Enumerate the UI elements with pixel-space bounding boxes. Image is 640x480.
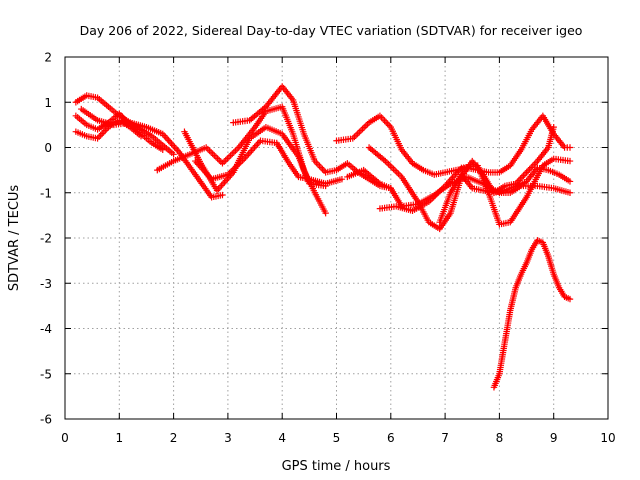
data-point	[219, 191, 226, 199]
y-tick-label: 1	[44, 96, 52, 110]
data-point	[566, 144, 574, 151]
y-tick-label: -2	[40, 232, 52, 246]
series-track-12	[376, 155, 574, 228]
data-point	[390, 165, 397, 173]
data-point	[338, 175, 346, 183]
data-point	[550, 123, 557, 131]
data-point	[566, 157, 574, 165]
data-point	[227, 152, 234, 159]
data-point	[204, 145, 212, 153]
data-point	[521, 170, 529, 178]
x-axis-title: GPS time / hours	[282, 459, 391, 474]
data-point	[520, 172, 527, 179]
data-point	[212, 153, 220, 161]
y-axis-title: SDTVAR / TECUs	[7, 185, 22, 292]
grid	[65, 57, 608, 419]
data-point	[387, 162, 394, 170]
x-tick-label: 5	[333, 431, 341, 445]
x-tick-label: 6	[387, 431, 395, 445]
data-point	[566, 189, 574, 196]
series-track-11	[365, 144, 574, 233]
x-tick-label: 9	[550, 431, 558, 445]
series-track-4	[78, 105, 226, 201]
data-point	[222, 156, 229, 164]
x-tick-label: 2	[170, 431, 178, 445]
y-tick-label: -3	[40, 277, 52, 291]
data-point	[384, 120, 391, 128]
data-point	[378, 114, 385, 121]
data-point	[320, 167, 328, 174]
chart-title: Day 206 of 2022, Sidereal Day-to-day VTE…	[80, 23, 583, 38]
x-axis-ticks: 0 1 2 3 4 5 6 7 8 9 10	[61, 57, 616, 445]
data-point	[316, 162, 323, 170]
data-point	[314, 161, 322, 168]
data-point	[220, 158, 228, 165]
data-point	[233, 145, 241, 153]
series-track-8	[230, 83, 394, 192]
data-point	[99, 130, 106, 137]
data-point	[232, 147, 239, 154]
y-tick-label: -5	[40, 367, 52, 381]
data-point	[170, 151, 177, 158]
y-tick-label: 2	[44, 51, 52, 65]
data-point	[229, 150, 236, 158]
data-point	[317, 164, 325, 171]
data-points	[72, 83, 574, 391]
data-point	[388, 164, 396, 171]
data-point	[209, 150, 216, 158]
data-point	[352, 132, 360, 139]
data-point	[211, 152, 218, 159]
data-point	[207, 149, 215, 156]
y-axis-ticks: -6 -5 -4 -3 -2 -1 0 1 2	[40, 51, 608, 427]
data-point	[359, 125, 366, 133]
x-tick-label: 8	[496, 431, 504, 445]
data-point	[391, 167, 399, 174]
data-point	[383, 159, 391, 166]
data-point	[225, 153, 233, 161]
data-point	[566, 295, 574, 303]
x-tick-label: 3	[224, 431, 232, 445]
series-track-13	[436, 123, 557, 226]
data-point	[322, 209, 329, 217]
y-tick-label: -6	[40, 413, 52, 427]
y-tick-label: -1	[40, 186, 52, 200]
data-point	[137, 132, 145, 140]
y-tick-label: 0	[44, 141, 52, 155]
data-point	[159, 146, 166, 153]
x-tick-label: 1	[115, 431, 123, 445]
data-point	[393, 168, 400, 176]
data-point	[381, 117, 388, 124]
series-track-9	[333, 112, 574, 178]
series-track-2	[72, 110, 166, 153]
data-point	[382, 119, 390, 126]
data-point	[566, 178, 574, 185]
data-point	[356, 128, 363, 136]
data-point	[216, 156, 223, 164]
data-point	[360, 124, 368, 131]
data-point	[362, 122, 370, 129]
data-point	[214, 155, 221, 162]
series-track-14	[490, 237, 574, 391]
data-point	[224, 155, 231, 162]
data-point	[357, 127, 365, 134]
data-point	[532, 159, 540, 166]
data-point	[95, 133, 103, 141]
data-point	[395, 170, 402, 177]
y-tick-label: -4	[40, 322, 52, 336]
x-tick-label: 7	[441, 431, 449, 445]
x-tick-label: 10	[600, 431, 615, 445]
series-track-7	[192, 137, 346, 187]
x-tick-label: 0	[61, 431, 69, 445]
data-point	[230, 149, 238, 156]
data-point	[219, 160, 226, 167]
x-tick-label: 4	[278, 431, 286, 445]
data-point	[354, 130, 361, 137]
